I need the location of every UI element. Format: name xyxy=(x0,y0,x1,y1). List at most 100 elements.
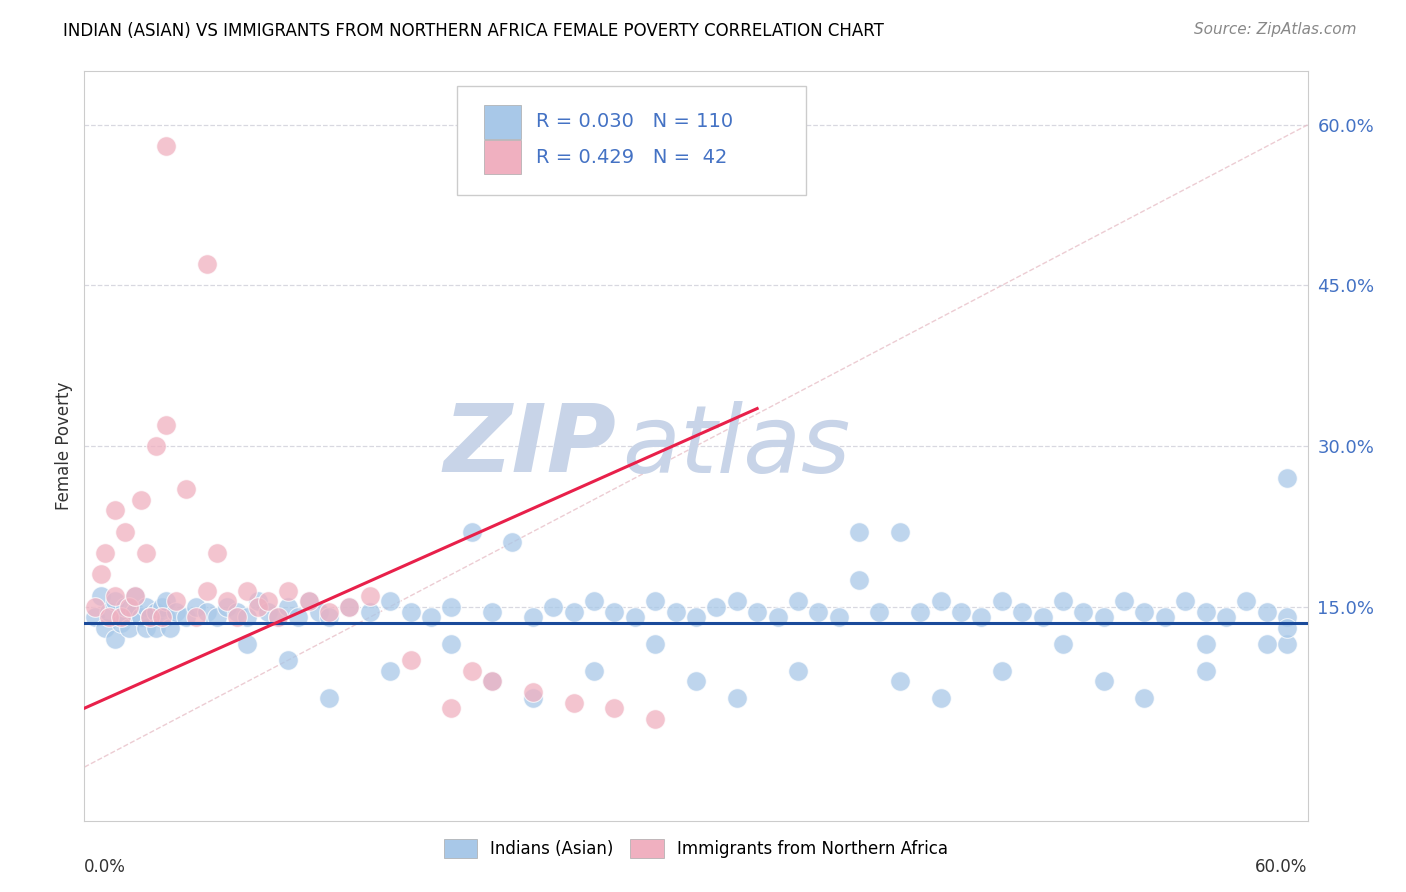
Point xyxy=(93,546,115,560)
Point xyxy=(399,653,422,667)
Point xyxy=(246,599,269,614)
Text: Source: ZipAtlas.com: Source: ZipAtlas.com xyxy=(1194,22,1357,37)
Point xyxy=(1195,664,1218,678)
Point xyxy=(1174,594,1197,608)
Point xyxy=(287,610,309,624)
Point xyxy=(155,594,177,608)
Point xyxy=(83,599,105,614)
Point xyxy=(155,417,177,432)
Point xyxy=(1114,594,1136,608)
Point xyxy=(1154,610,1177,624)
Point xyxy=(246,594,269,608)
Point xyxy=(308,605,330,619)
Point xyxy=(267,610,290,624)
Point xyxy=(685,674,707,689)
Point xyxy=(889,524,911,539)
Point xyxy=(124,589,146,603)
Point xyxy=(339,599,361,614)
Point xyxy=(93,621,115,635)
Point xyxy=(318,610,340,624)
Point xyxy=(236,583,259,598)
Point xyxy=(195,583,218,598)
Point xyxy=(644,594,666,608)
Point xyxy=(1133,690,1156,705)
Point xyxy=(1092,610,1115,624)
Point xyxy=(257,594,280,608)
Point xyxy=(90,589,112,603)
Point xyxy=(543,599,565,614)
Point xyxy=(110,610,132,624)
Point xyxy=(257,605,280,619)
Point xyxy=(150,599,173,614)
Point xyxy=(1277,621,1299,635)
Point xyxy=(1052,637,1074,651)
Point xyxy=(1215,610,1237,624)
Text: INDIAN (ASIAN) VS IMMIGRANTS FROM NORTHERN AFRICA FEMALE POVERTY CORRELATION CHA: INDIAN (ASIAN) VS IMMIGRANTS FROM NORTHE… xyxy=(63,22,884,40)
Point xyxy=(1236,594,1258,608)
Point xyxy=(97,610,120,624)
Point xyxy=(145,621,167,635)
Point xyxy=(1277,637,1299,651)
Point xyxy=(186,610,208,624)
Point xyxy=(226,610,249,624)
Point xyxy=(165,594,187,608)
Point xyxy=(440,701,463,715)
Point xyxy=(138,610,160,624)
Y-axis label: Female Poverty: Female Poverty xyxy=(55,382,73,510)
Point xyxy=(562,605,585,619)
Point xyxy=(174,610,197,624)
Point xyxy=(380,664,402,678)
Point xyxy=(869,605,891,619)
Point xyxy=(174,482,197,496)
Point xyxy=(205,610,228,624)
Point xyxy=(1032,610,1054,624)
Point xyxy=(399,605,422,619)
Point xyxy=(685,610,707,624)
Point xyxy=(124,605,146,619)
Point xyxy=(135,621,157,635)
Bar xyxy=(484,105,522,139)
Point xyxy=(318,690,340,705)
Point xyxy=(1256,637,1278,651)
Point xyxy=(1195,637,1218,651)
Point xyxy=(481,605,503,619)
Point xyxy=(150,610,173,624)
Point xyxy=(644,712,666,726)
Point xyxy=(787,594,810,608)
Point xyxy=(159,621,181,635)
Point xyxy=(766,610,789,624)
Point xyxy=(583,664,606,678)
Point xyxy=(828,610,851,624)
Point xyxy=(1092,674,1115,689)
Point xyxy=(522,690,544,705)
Point xyxy=(929,594,952,608)
Point xyxy=(481,674,503,689)
Point xyxy=(104,594,127,608)
Text: R = 0.429   N =  42: R = 0.429 N = 42 xyxy=(536,148,727,167)
Point xyxy=(277,583,299,598)
Point xyxy=(910,605,932,619)
Point xyxy=(603,701,626,715)
Point xyxy=(624,610,647,624)
FancyBboxPatch shape xyxy=(457,87,806,195)
Point xyxy=(950,605,973,619)
Point xyxy=(298,594,321,608)
Point xyxy=(1256,605,1278,619)
Point xyxy=(929,690,952,705)
Point xyxy=(277,599,299,614)
Text: atlas: atlas xyxy=(623,401,851,491)
Point xyxy=(298,594,321,608)
Point xyxy=(155,139,177,153)
Point xyxy=(131,610,153,624)
Point xyxy=(186,599,208,614)
Point xyxy=(226,605,249,619)
Point xyxy=(135,599,157,614)
Point xyxy=(236,610,259,624)
Point xyxy=(114,599,136,614)
Point xyxy=(145,605,167,619)
Point xyxy=(787,664,810,678)
Point xyxy=(461,524,484,539)
Point xyxy=(97,605,120,619)
Text: ZIP: ZIP xyxy=(443,400,616,492)
Point xyxy=(991,664,1014,678)
